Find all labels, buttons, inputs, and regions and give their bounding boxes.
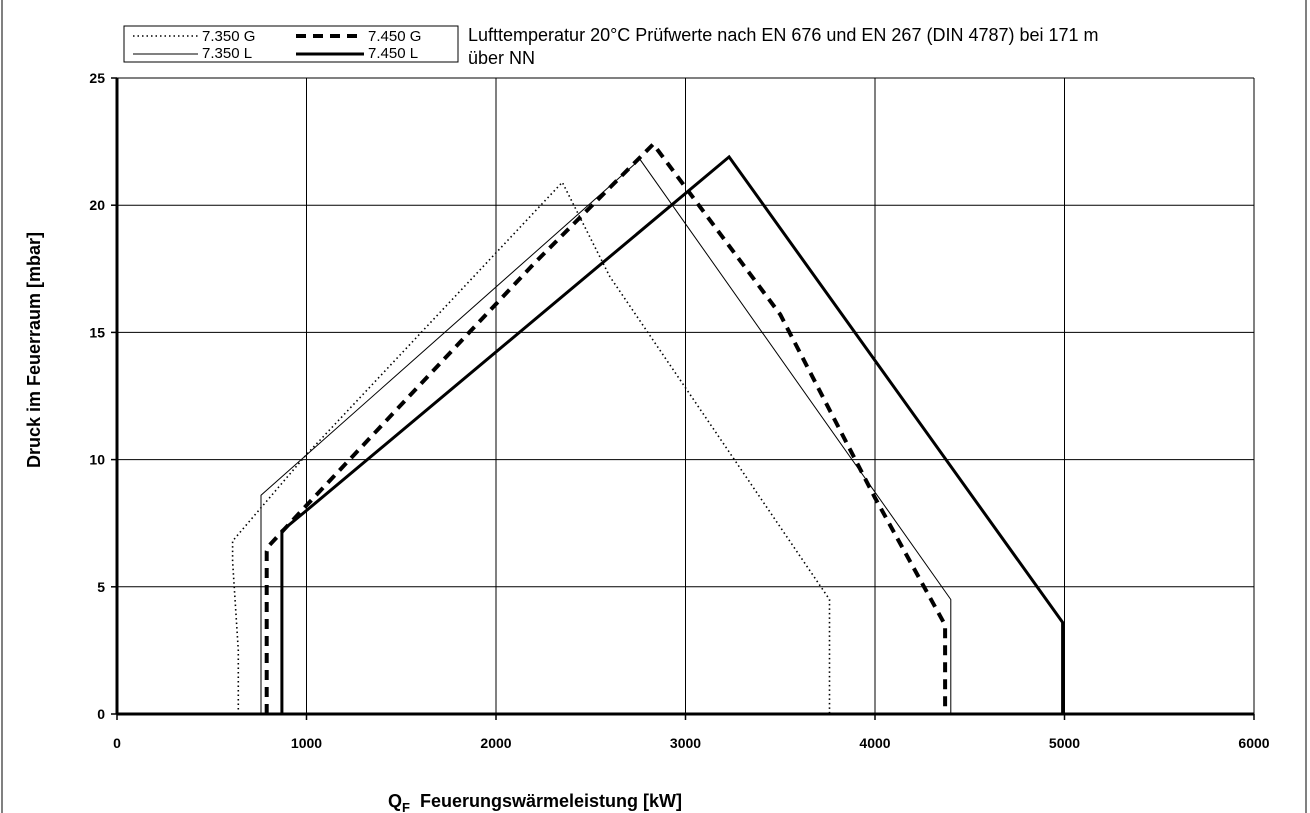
- annotation-line-1: Lufttemperatur 20°C Prüfwerte nach EN 67…: [468, 25, 1099, 45]
- x-axis-title-symbol: Q: [388, 791, 402, 811]
- x-tick-label: 5000: [1049, 735, 1080, 751]
- series-line-4: [280, 154, 1065, 714]
- x-axis-title-subscript: F: [402, 800, 410, 813]
- x-tick-label: 6000: [1238, 735, 1269, 751]
- x-tick-label: 3000: [670, 735, 701, 751]
- x-tick-label: 4000: [859, 735, 890, 751]
- y-tick-label: 10: [89, 452, 105, 468]
- legend-label-1: 7.350 G: [202, 28, 255, 45]
- legend: 7.350 G 7.450 G 7.350 L 7.450 L: [123, 25, 459, 63]
- y-tick-labels: 0 5 10 15 20 25: [89, 70, 105, 722]
- y-tick-label: 0: [97, 706, 105, 722]
- series-line-1: [231, 180, 831, 714]
- y-axis-title: Druck im Feuerraum [mbar]: [24, 232, 44, 468]
- grid-lines: [117, 77, 1255, 714]
- series-line-2: [264, 141, 948, 714]
- legend-label-4: 7.450 L: [368, 45, 418, 62]
- x-axis-title: QF Feuerungswärmeleistung [kW]: [388, 791, 682, 813]
- annotation-line-2: über NN: [468, 48, 535, 68]
- legend-label-2: 7.450 G: [368, 28, 421, 45]
- y-tick-label: 15: [89, 324, 105, 340]
- axes: [111, 77, 1255, 720]
- y-tick-label: 25: [89, 70, 105, 86]
- y-tick-label: 5: [97, 579, 105, 595]
- y-tick-label: 20: [89, 197, 105, 213]
- x-tick-label: 1000: [291, 735, 322, 751]
- x-axis-title-text: Feuerungswärmeleistung [kW]: [420, 791, 682, 811]
- series-lines: [231, 141, 1065, 714]
- legend-label-3: 7.350 L: [202, 45, 252, 62]
- x-tick-labels: 0 1000 2000 3000 4000 5000 6000: [113, 735, 1270, 751]
- x-tick-label: 0: [113, 735, 121, 751]
- legend-frame: [123, 25, 459, 63]
- series-line-3: [260, 158, 952, 714]
- x-tick-label: 2000: [480, 735, 511, 751]
